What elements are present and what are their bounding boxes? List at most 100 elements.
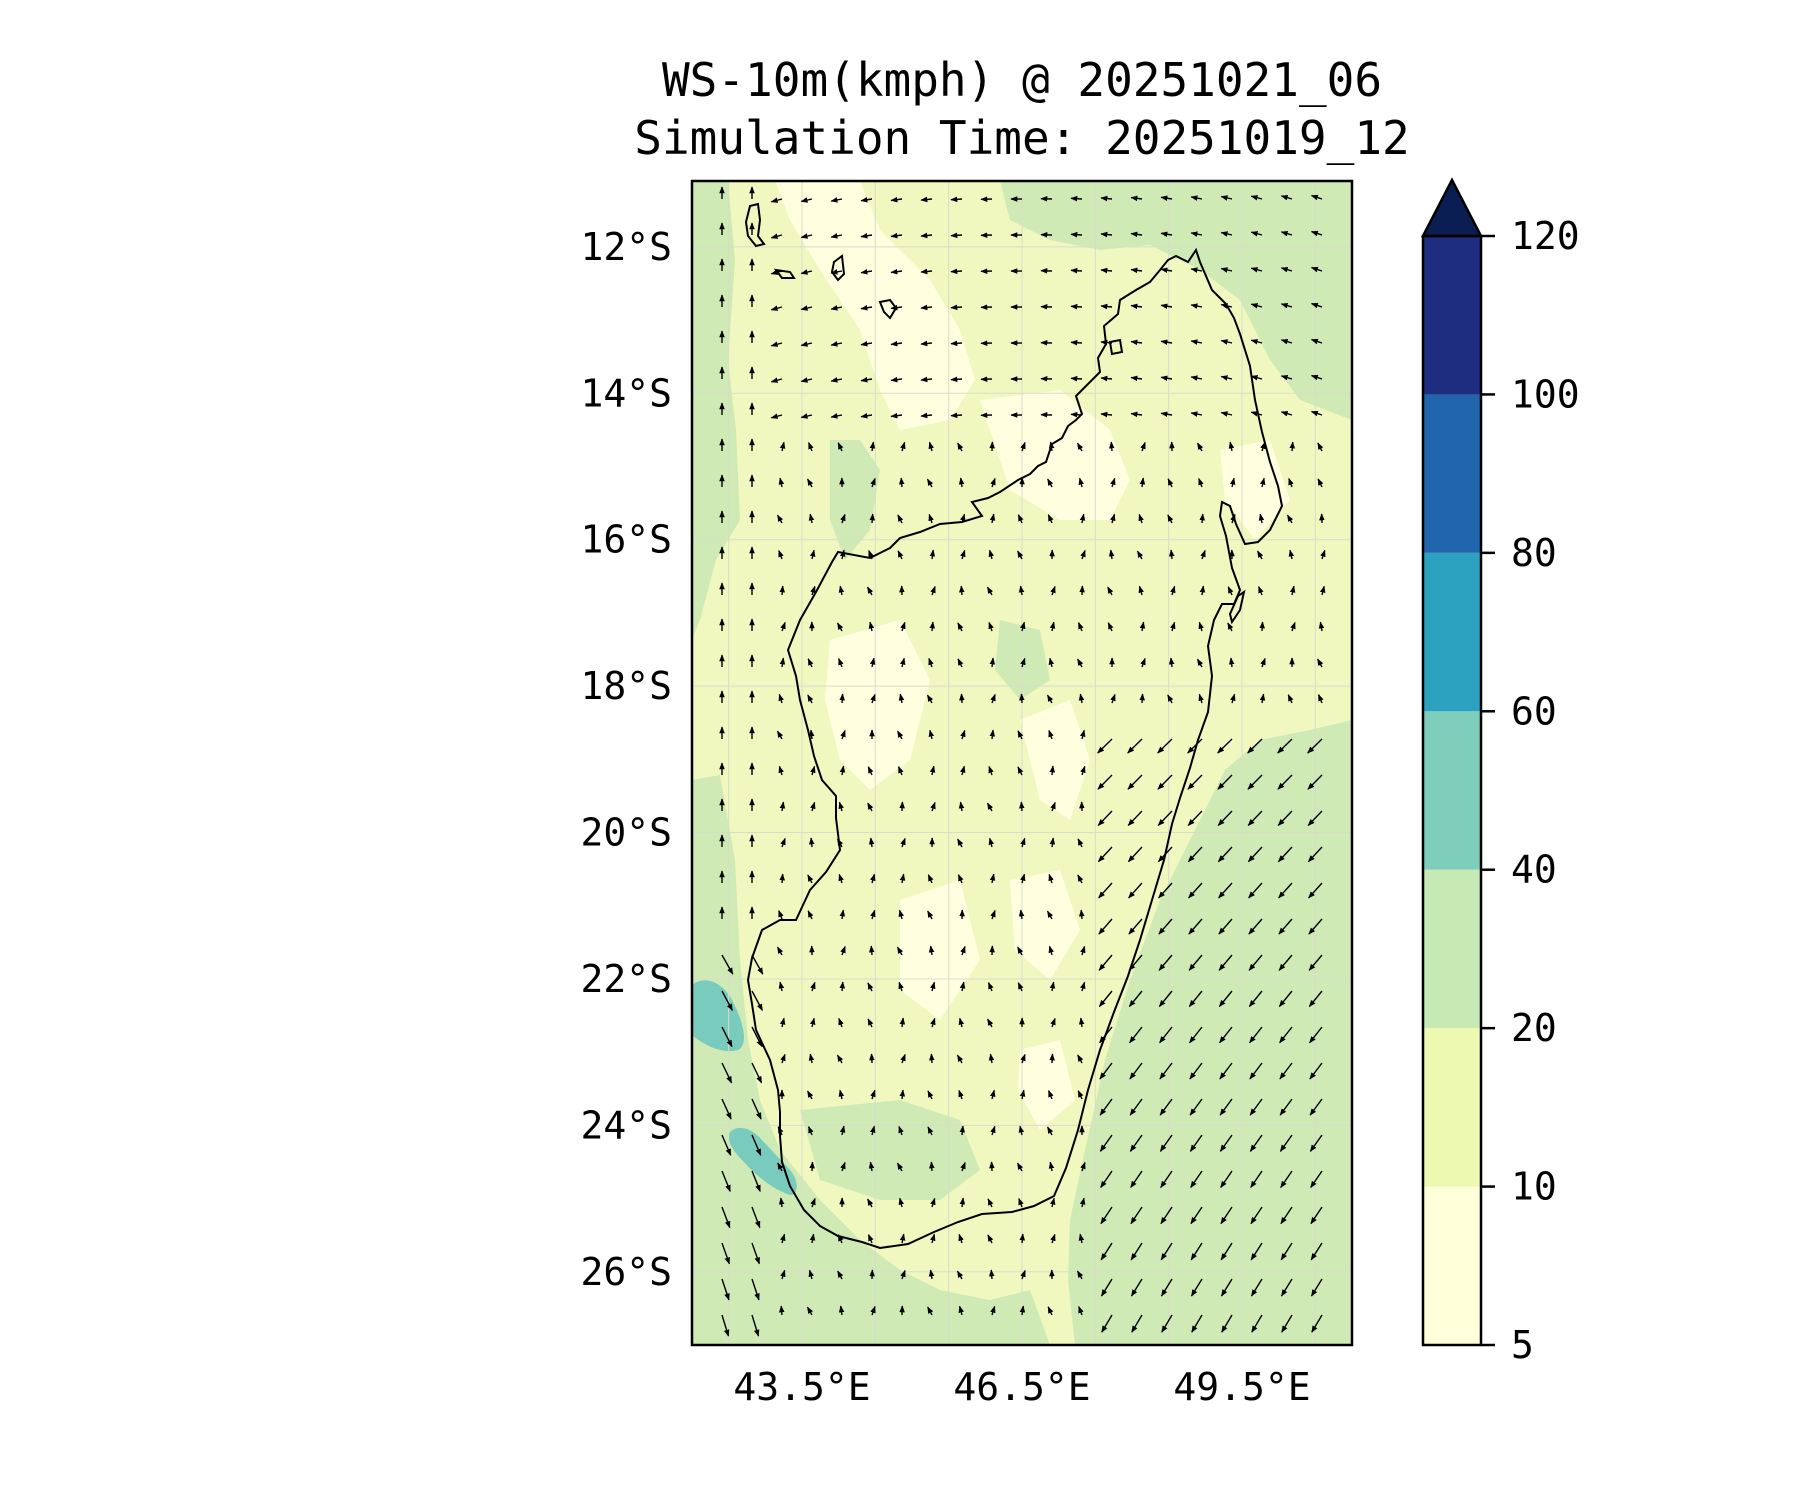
wind-arrow xyxy=(929,1161,935,1172)
wind-arrow xyxy=(1187,846,1203,863)
wind-arrow xyxy=(1018,1197,1024,1208)
wind-arrow xyxy=(1287,694,1294,704)
wind-arrow xyxy=(1098,918,1113,935)
wind-arrow xyxy=(1048,657,1055,668)
wind-arrow xyxy=(1110,693,1116,704)
wind-arrow xyxy=(1078,1017,1085,1028)
wind-arrow xyxy=(770,377,783,383)
wind-arrow xyxy=(1286,514,1294,524)
wind-arrow xyxy=(1277,810,1293,826)
wind-arrow xyxy=(1167,694,1174,704)
colorbar-frame xyxy=(1421,234,1483,1347)
wind-arrow xyxy=(810,585,816,596)
wind-arrow xyxy=(928,657,934,668)
wind-arrow xyxy=(1191,1314,1203,1333)
wind-arrow xyxy=(1170,621,1176,632)
wind-arrow xyxy=(839,981,846,992)
wind-arrow xyxy=(950,268,963,275)
wind-arrow xyxy=(1160,195,1173,202)
wind-arrow xyxy=(1230,693,1236,704)
wind-arrow xyxy=(1078,1233,1085,1244)
wind-arrow xyxy=(1198,477,1204,488)
wind-arrow xyxy=(1049,621,1056,632)
wind-arrow xyxy=(929,1053,935,1064)
wind-arrow xyxy=(1317,478,1324,488)
wind-arrow xyxy=(1247,846,1263,863)
colorbar-segment xyxy=(1423,869,1481,1029)
wind-arrow xyxy=(778,477,785,488)
wind-arrow xyxy=(1129,1062,1143,1080)
wind-arrow xyxy=(1078,909,1085,920)
wind-arrow xyxy=(800,305,813,311)
wind-arrow xyxy=(1249,1062,1263,1080)
wind-arrow xyxy=(898,981,904,992)
wind-arrow xyxy=(950,304,963,311)
wind-arrow xyxy=(1047,478,1054,488)
wind-arrow xyxy=(1078,477,1085,488)
wind-arrow xyxy=(870,909,876,920)
wind-arrow xyxy=(1131,1314,1143,1333)
wind-arrow xyxy=(898,693,905,704)
wind-arrow xyxy=(1100,1278,1113,1297)
wind-arrow xyxy=(1047,1090,1054,1100)
wind-arrow xyxy=(956,1270,964,1280)
wind-arrow xyxy=(1259,621,1265,632)
wind-arrow xyxy=(1017,946,1024,956)
wind-arrow xyxy=(1020,1269,1026,1280)
wind-arrow xyxy=(778,765,784,776)
wind-arrow xyxy=(958,1017,965,1028)
wind-arrow xyxy=(1190,195,1203,201)
wind-arrow xyxy=(751,1314,760,1337)
wind-arrow xyxy=(1157,738,1173,754)
wind-arrow xyxy=(1308,954,1323,971)
wind-arrow xyxy=(950,340,963,347)
wind-arrow xyxy=(1251,1314,1263,1333)
wind-arrow xyxy=(1017,730,1024,740)
wind-arrow xyxy=(779,441,786,452)
wind-arrow xyxy=(1077,838,1084,848)
wind-arrow xyxy=(1248,990,1263,1008)
wind-arrow xyxy=(928,513,934,524)
wind-arrow xyxy=(1077,1054,1084,1064)
wind-arrow xyxy=(867,766,874,776)
wind-arrow xyxy=(1160,339,1173,346)
wind-arrow xyxy=(1229,477,1236,488)
wind-arrow xyxy=(751,990,764,1012)
wind-arrow xyxy=(1318,621,1325,632)
wind-arrow xyxy=(1020,873,1026,884)
wind-arrow xyxy=(890,340,903,347)
wind-arrow xyxy=(1097,738,1113,754)
wind-arrow xyxy=(1228,441,1235,452)
wind-arrow xyxy=(1281,1314,1293,1333)
wind-arrow xyxy=(1077,1090,1084,1100)
wind-arrow xyxy=(870,477,876,488)
colorbar-tick-label: 100 xyxy=(1511,372,1580,416)
wind-arrow xyxy=(770,197,783,203)
wind-arrow xyxy=(770,305,783,311)
sainte-marie-island xyxy=(1228,589,1246,625)
wind-arrow xyxy=(1190,1242,1203,1261)
lat-tick-label: 12°S xyxy=(580,225,672,269)
wind-arrow xyxy=(1221,1314,1233,1333)
wind-arrow xyxy=(959,1125,966,1136)
wind-arrow xyxy=(1310,266,1323,273)
wind-arrow xyxy=(800,377,813,383)
wind-arrow xyxy=(1098,882,1113,899)
wind-arrow xyxy=(840,945,846,956)
wind-arrow xyxy=(1219,1134,1233,1152)
wind-arrow xyxy=(1160,1278,1173,1297)
lon-tick-label: 46.5°E xyxy=(953,1365,1090,1409)
wind-arrow xyxy=(1220,1206,1233,1225)
wind-arrow xyxy=(1020,1053,1026,1064)
wind-arrow xyxy=(1280,230,1293,237)
wind-arrow xyxy=(1280,374,1293,381)
wind-arrow xyxy=(770,233,783,239)
wind-arrow xyxy=(1019,801,1025,812)
wind-arrow xyxy=(1127,810,1143,826)
wind-arrow xyxy=(898,1197,905,1208)
wind-arrow xyxy=(1107,586,1114,596)
wind-arrow xyxy=(1161,1314,1173,1333)
wind-arrow xyxy=(807,910,814,920)
wind-arrow xyxy=(751,1278,760,1301)
wind-arrow xyxy=(929,765,936,776)
